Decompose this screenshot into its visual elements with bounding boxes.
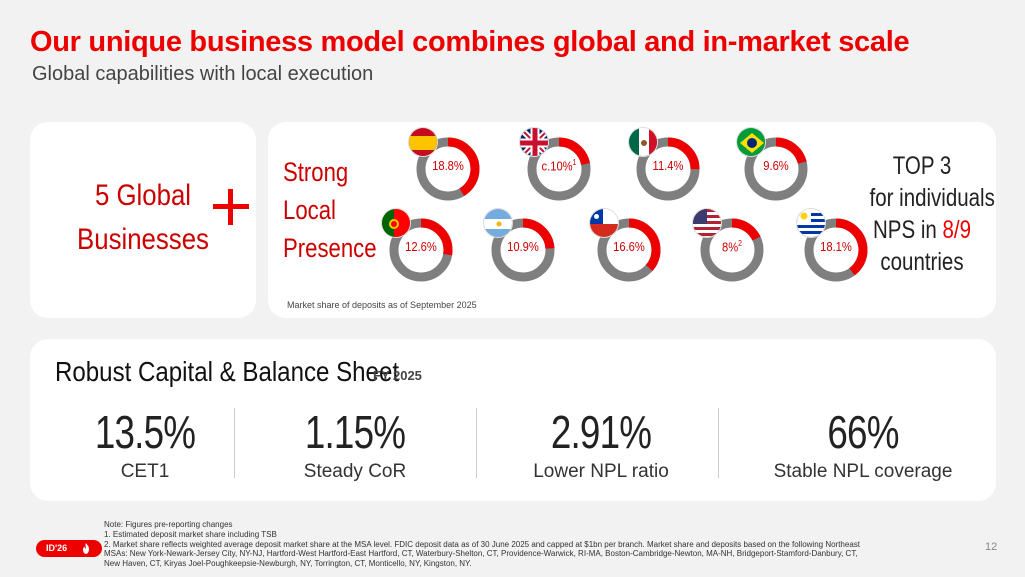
capital-period: FY 2025 [373, 368, 422, 383]
market-share-donut: 8%2 [700, 218, 764, 282]
mexico-flag-icon [628, 127, 658, 157]
flame-icon [83, 543, 89, 554]
donut-ring [389, 218, 453, 282]
donut-ring [700, 218, 764, 282]
donut-ring [491, 218, 555, 282]
donut-ring-share [636, 137, 700, 201]
portugal-flag-icon [381, 208, 411, 238]
market-share-donut: 12.6% [389, 218, 453, 282]
metric-npl-coverage: 66% Stable NPL coverage [773, 406, 953, 482]
page-subtitle: Global capabilities with local execution [32, 63, 374, 85]
donut-ring-share [804, 218, 868, 282]
global-businesses-text: 5 Global Businesses [77, 179, 209, 256]
global-businesses-card: 5 Global Businesses [30, 122, 256, 318]
uruguay-flag-icon [796, 208, 826, 238]
market-share-donut: 11.4% [636, 137, 700, 201]
donut-value: 18.8% [432, 158, 464, 173]
market-share-donut: c.10%1 [527, 137, 591, 201]
metric-cor: 1.15% Steady CoR [303, 406, 407, 482]
donut-ring [527, 137, 591, 201]
chile-flag-icon [589, 208, 619, 238]
metric-divider [234, 408, 235, 478]
donut-ring-share [597, 218, 661, 282]
donut-ring-share [527, 137, 591, 201]
uk-flag-icon [519, 127, 549, 157]
donut-ring-share [700, 218, 764, 282]
metric-npl-ratio: 2.91% Lower NPL ratio [533, 406, 669, 482]
page-number: 12 [985, 541, 998, 553]
donut-value: 9.6% [763, 158, 789, 173]
donut-ring-share [491, 218, 555, 282]
donut-value: c.10%1 [541, 158, 577, 174]
donut-value: 12.6% [405, 239, 437, 254]
nps-callout: TOP 3 for individuals NPS in 8/9 countri… [869, 152, 995, 276]
donut-ring [597, 218, 661, 282]
argentina-flag-icon [483, 208, 513, 238]
plus-icon [209, 186, 253, 230]
capital-title: Robust Capital & Balance Sheet [55, 356, 400, 387]
footnotes: Note: Figures pre-reporting changes 1. E… [104, 520, 861, 569]
donut-value: 16.6% [613, 239, 645, 254]
donut-value: 8%2 [722, 239, 742, 255]
donut-ring [416, 137, 480, 201]
brazil-flag-icon [736, 127, 766, 157]
page-title: Our unique business model combines globa… [30, 26, 910, 58]
donut-value: 10.9% [507, 239, 539, 254]
market-share-donut: 18.8% [416, 137, 480, 201]
donut-ring-share [744, 137, 808, 201]
capital-card [30, 339, 996, 501]
donut-ring-share [389, 218, 453, 282]
donut-ring-share [416, 137, 480, 201]
metric-cet1: 13.5% CET1 [94, 406, 196, 482]
metric-divider [476, 408, 477, 478]
donut-ring [744, 137, 808, 201]
spain-flag-icon [408, 127, 438, 157]
donut-value: 11.4% [652, 158, 684, 173]
donut-ring [804, 218, 868, 282]
metric-divider [718, 408, 719, 478]
usa-flag-icon [692, 208, 722, 238]
market-share-donut: 10.9% [491, 218, 555, 282]
market-share-note: Market share of deposits as of September… [287, 300, 477, 310]
market-share-donut: 9.6% [744, 137, 808, 201]
market-share-donut: 16.6% [597, 218, 661, 282]
donut-ring [636, 137, 700, 201]
event-badge: ID'26 [36, 540, 102, 557]
donut-value: 18.1% [820, 239, 852, 254]
local-presence-text: Strong Local Presence [283, 157, 377, 263]
market-share-donut: 18.1% [804, 218, 868, 282]
